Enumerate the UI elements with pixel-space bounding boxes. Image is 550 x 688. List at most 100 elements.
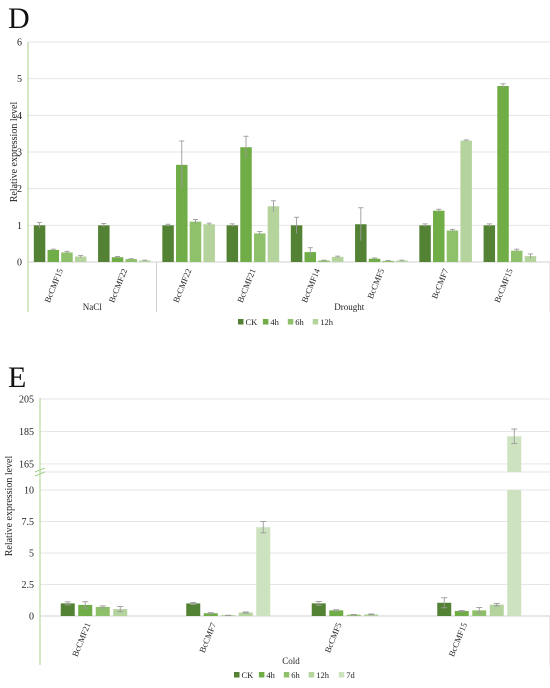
panel-e-bar-upper xyxy=(507,436,522,472)
panel-d-bar xyxy=(433,210,445,262)
panel-e-bar xyxy=(238,612,253,616)
panel-e-legend-label: 6h xyxy=(291,670,300,680)
panel-d-legend-swatch xyxy=(238,319,244,325)
panel-e-letter: E xyxy=(8,361,26,394)
panel-e-bar xyxy=(60,603,75,616)
panel-d-bar xyxy=(331,256,344,262)
panel-e-axis-break-mark xyxy=(34,467,46,477)
panel-d-bar xyxy=(460,140,472,262)
panel-d-y-tick-label: 5 xyxy=(17,74,22,85)
panel-d-legend-swatch xyxy=(312,319,319,325)
panel-d-y-tick-label: 6 xyxy=(17,38,22,49)
panel-d-bar xyxy=(446,230,459,262)
panel-d-legend-swatch xyxy=(287,319,294,325)
panel-d-bar xyxy=(203,224,215,262)
panel-d-bar xyxy=(226,225,239,262)
panel-e-bar xyxy=(113,609,128,616)
panel-d-bar xyxy=(125,259,137,262)
panel-e-bar xyxy=(311,603,326,616)
panel-e-category-label: BcCMF7 xyxy=(197,621,218,654)
panel-d-category-label: BcCMF7 xyxy=(429,267,450,300)
panel-e-legend-swatch xyxy=(258,672,265,678)
panel-e-y-tick-label: 185 xyxy=(19,427,34,438)
panel-e-bar xyxy=(95,606,110,616)
panel-d-bar xyxy=(510,250,523,262)
panel-d-bar xyxy=(240,147,252,262)
panel-d-bar xyxy=(33,225,46,262)
panel-e-bars xyxy=(60,428,522,616)
panel-d-bar xyxy=(497,86,509,262)
panel-e-bar xyxy=(437,602,452,616)
panel-d-y-tick-label: 4 xyxy=(17,111,22,122)
panel-d-bar xyxy=(61,252,73,262)
panel-e-bar xyxy=(454,610,469,616)
panel-d-bar xyxy=(189,221,202,262)
panel-d-y-tick-label: 2 xyxy=(17,184,22,195)
panel-e-legend-swatch xyxy=(283,672,290,678)
panel-d-bar xyxy=(139,260,151,262)
panel-d-bar xyxy=(98,225,110,262)
panel-e-y-tick-label: 10 xyxy=(24,486,34,497)
panel-d-category-label: BcCMF15 xyxy=(492,267,515,304)
panel-e-y-axis-label: Relative expression level xyxy=(4,456,15,557)
panel-e-legend: CK 4h 6h 12h 7d xyxy=(234,670,356,680)
panel-e-y-ticks: 0 2.5 5 7.5 10 165 185 205 xyxy=(19,395,34,623)
panel-e-legend-swatch xyxy=(234,672,240,678)
panel-e-bar xyxy=(329,610,344,616)
panel-e-legend-label: 4h xyxy=(266,670,275,680)
panel-e-group-labels: Cold xyxy=(282,616,550,666)
panel-e-legend-swatch xyxy=(338,672,345,678)
panel-d-bar xyxy=(290,225,303,262)
panel-e-y-tick-label: 5 xyxy=(29,549,34,560)
panel-d-legend: CK 4h 6h 12h xyxy=(238,317,334,327)
panel-d-bar xyxy=(176,164,188,262)
panel-d-legend-swatch xyxy=(262,319,269,325)
panel-d-category-labels: BcCMF15 BcCMF22 BcCMF22 BcCMF21 BcCMF14 BcCMF… xyxy=(42,266,514,304)
panel-d-bars xyxy=(33,83,537,262)
panel-d-y-ticks: 0 1 2 3 4 5 6 xyxy=(17,38,22,269)
panel-d-bar xyxy=(318,260,330,262)
panel-d-letter: D xyxy=(8,2,30,35)
panel-e-y-tick-label: 0 xyxy=(29,612,34,623)
panel-d-bar xyxy=(267,206,280,262)
panel-e-category-labels: BcCMF21 BcCMF7 BcCMF5 BcCMF15 xyxy=(70,621,469,658)
panel-e-category-label: BcCMF5 xyxy=(322,621,343,654)
panel-e-legend-label: 7d xyxy=(346,670,355,680)
panel-d-group-label: NaCl xyxy=(83,302,102,312)
panel-d-bar xyxy=(111,257,124,262)
panel-e-y-tick-label: 205 xyxy=(19,395,34,406)
panel-e-bar xyxy=(186,603,201,616)
panel-d-bar xyxy=(304,252,317,262)
panel-d-bar xyxy=(355,224,367,262)
panel-d-category-label: BcCMF21 xyxy=(235,267,258,304)
panel-e-category-label: BcCMF15 xyxy=(446,621,469,658)
panel-e-bar xyxy=(507,490,522,616)
panel-e-bar xyxy=(78,604,93,616)
panel-e-gridlines xyxy=(40,398,550,585)
panel-d-bar xyxy=(368,258,381,262)
panel-e-legend-label: CK xyxy=(242,670,255,680)
panel-e-group-label: Cold xyxy=(282,656,300,666)
panel-d-group-labels: NaCl Drought xyxy=(83,262,550,312)
panel-d-y-tick-label: 1 xyxy=(17,221,22,232)
panel-d-category-label: BcCMF22 xyxy=(107,267,130,304)
panel-e-y-tick-label: 2.5 xyxy=(22,580,35,591)
panel-d-bar xyxy=(253,233,266,262)
panel-e-legend-swatch xyxy=(308,672,315,678)
panel-d-category-label: BcCMF22 xyxy=(171,267,194,304)
panel-e-bar xyxy=(203,613,218,616)
panel-d-bar xyxy=(419,225,431,262)
panel-d-legend-label: 12h xyxy=(320,317,334,327)
panel-d-category-label: BcCMF15 xyxy=(42,267,65,304)
panel-d-bar xyxy=(74,256,87,262)
panel-e-bar xyxy=(489,604,504,616)
panel-e-bar xyxy=(256,527,271,616)
panel-d-y-tick-label: 0 xyxy=(17,258,22,269)
panel-e-legend-label: 12h xyxy=(316,670,330,680)
panel-d-bar xyxy=(524,256,537,262)
panel-d-bar xyxy=(382,260,394,262)
panel-d-category-label: BcCMF14 xyxy=(299,266,322,304)
panel-d-y-tick-label: 3 xyxy=(17,148,22,159)
